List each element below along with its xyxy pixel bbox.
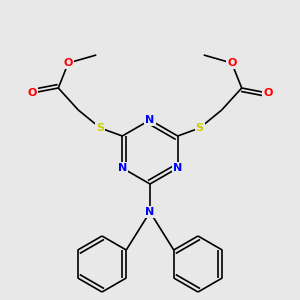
Text: N: N [146, 115, 154, 125]
Text: S: S [196, 123, 204, 133]
Text: O: O [227, 58, 236, 68]
Text: O: O [28, 88, 37, 98]
Text: O: O [263, 88, 272, 98]
Text: N: N [173, 163, 182, 173]
Text: N: N [146, 207, 154, 217]
Text: S: S [96, 123, 104, 133]
Text: O: O [64, 58, 73, 68]
Text: N: N [118, 163, 127, 173]
